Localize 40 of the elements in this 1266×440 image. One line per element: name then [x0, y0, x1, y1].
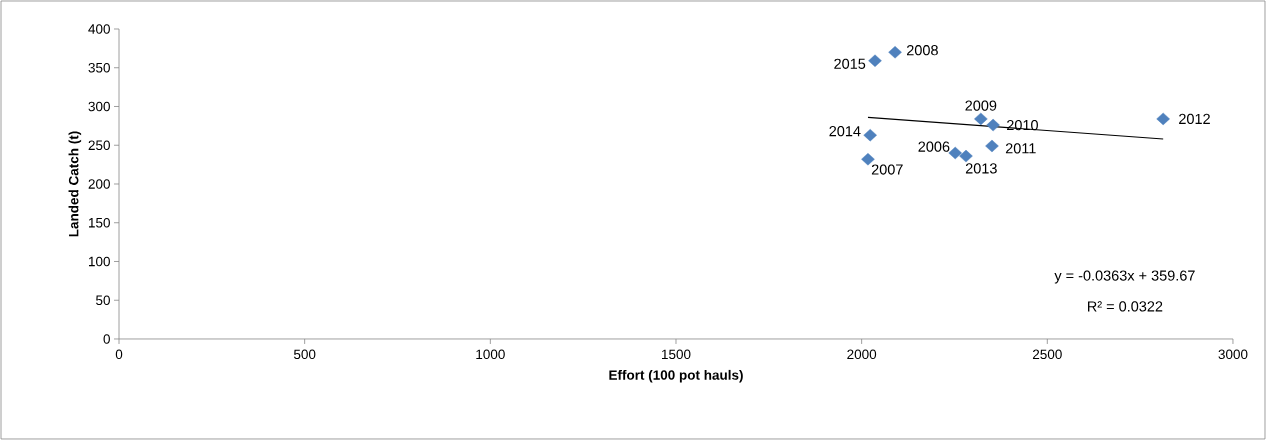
annotation: 2013: [965, 163, 997, 174]
annotation: 2008: [907, 45, 938, 56]
annotation: 2014: [829, 126, 861, 137]
x-tick-label: 3000: [1218, 349, 1248, 360]
x-tick-label: 1000: [476, 349, 505, 360]
x-tick-label: 0: [115, 349, 123, 360]
annotation: 2011: [1005, 143, 1036, 154]
annotation: 2009: [965, 100, 997, 111]
point: [1156, 112, 1170, 126]
y-tick-label: 150: [89, 217, 110, 228]
annotation: 2006: [918, 141, 950, 152]
x-tick-label: 500: [293, 349, 316, 360]
y-tick-label: 100: [89, 256, 110, 267]
point: [888, 46, 902, 59]
annotation: 2010: [1007, 119, 1038, 131]
x-axis-title: Effort (100 pot hauls): [609, 369, 743, 383]
point: [959, 149, 973, 163]
point: [863, 128, 877, 142]
x-tick-label: 2500: [1032, 349, 1062, 360]
annotation: 2012: [1179, 113, 1210, 125]
x-tick-label: 2000: [847, 349, 877, 360]
y-tick-label: 300: [88, 101, 110, 112]
point: [861, 152, 875, 166]
x-tick-label: 1500: [662, 349, 691, 360]
annotation: 2015: [834, 58, 866, 69]
point: [974, 112, 988, 126]
y-tick-label: 50: [96, 295, 110, 306]
y-axis-title: Landed Catch (t): [68, 131, 82, 237]
annotation: 2007: [871, 164, 903, 175]
point: [948, 146, 962, 160]
point: [868, 54, 882, 67]
annotation: y = -0.0363x + 359.67: [1054, 270, 1195, 284]
annotation: R² = 0.0322: [1088, 301, 1163, 312]
point: [985, 139, 999, 153]
y-tick-label: 350: [88, 62, 110, 73]
y-tick-label: 250: [88, 140, 110, 151]
y-tick-label: 0: [103, 334, 110, 344]
y-tick-label: 400: [88, 24, 110, 34]
point: [986, 118, 1000, 132]
y-tick-label: 200: [88, 179, 110, 189]
